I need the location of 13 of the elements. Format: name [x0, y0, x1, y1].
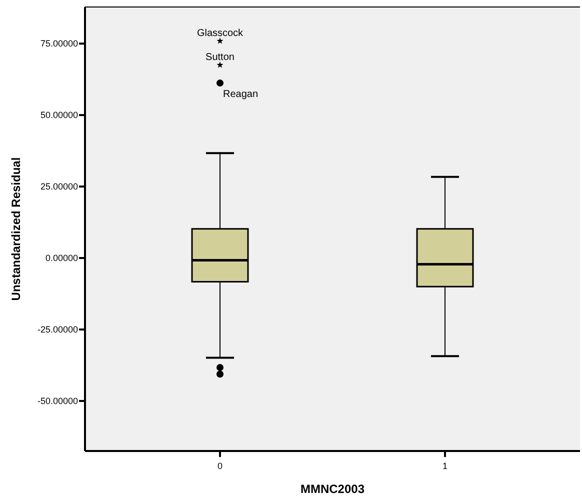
- annotation: Sutton: [206, 52, 234, 64]
- x-tick-label: 0: [217, 461, 223, 471]
- y-tick-label: 0.00000: [45, 253, 78, 264]
- annotation: Reagan: [223, 89, 258, 100]
- x-axis-title: MMNC2003: [300, 482, 365, 496]
- annotation: Glasscock: [196, 28, 244, 40]
- y-tick-label: 25.00000: [40, 182, 78, 192]
- y-tick-label: 75.00000: [40, 38, 78, 49]
- y-tick-label: 50.00000: [40, 110, 78, 120]
- y-axis-title: Unstandardized Residual: [9, 157, 23, 301]
- x-tick-label: 1: [442, 461, 448, 471]
- y-tick-label: -25.00000: [37, 324, 78, 335]
- y-tick-label: -50.00000: [37, 396, 78, 406]
